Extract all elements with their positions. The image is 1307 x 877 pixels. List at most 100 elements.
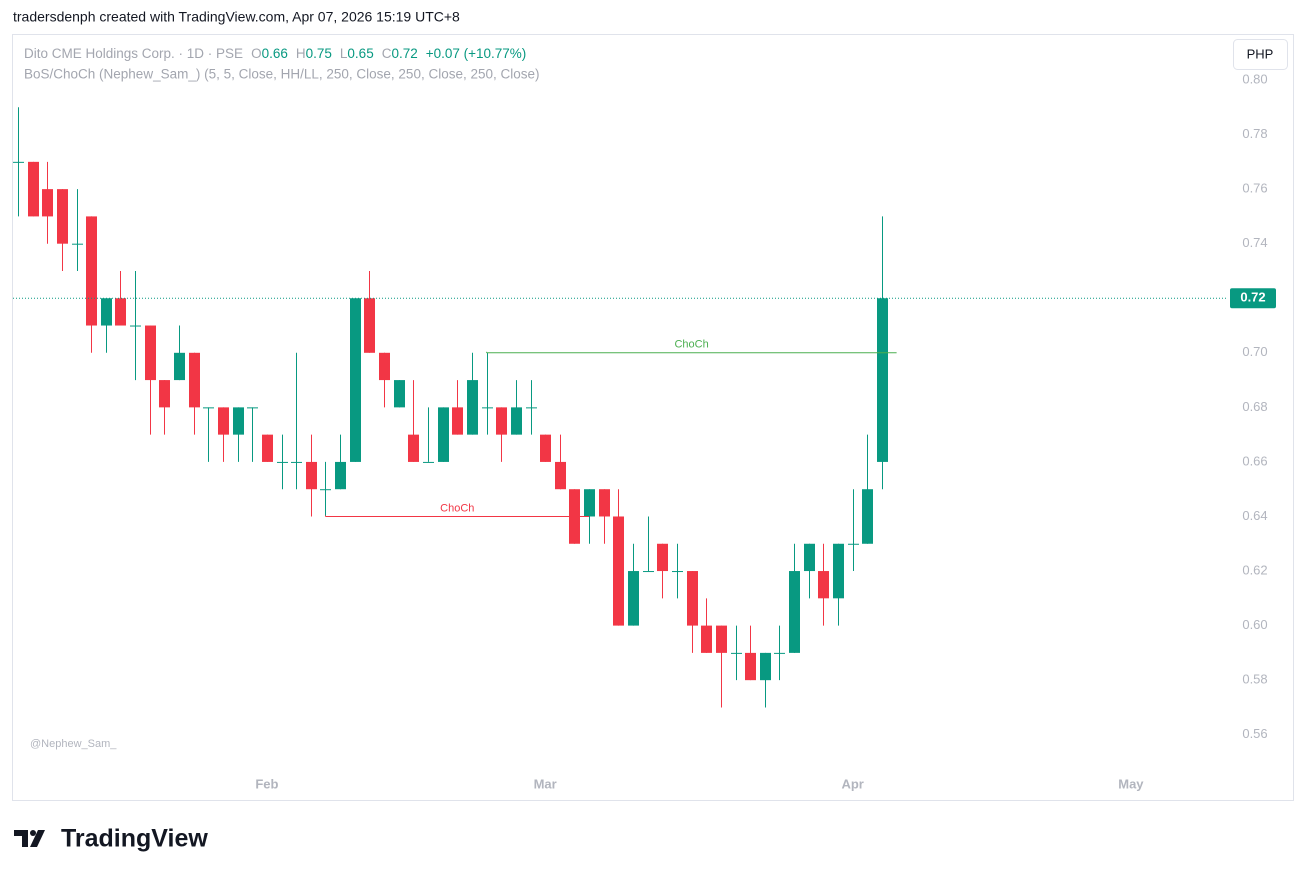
candle-body bbox=[687, 571, 698, 626]
candle-body bbox=[174, 352, 185, 381]
candle-body bbox=[672, 571, 683, 573]
watermark: @Nephew_Sam_ bbox=[30, 738, 117, 750]
candle-body bbox=[42, 189, 53, 217]
candle-body bbox=[555, 461, 566, 490]
h-value: 0.75 bbox=[306, 46, 332, 61]
y-tick-label: 0.68 bbox=[1242, 399, 1267, 414]
candle-body bbox=[789, 571, 800, 653]
candle-body bbox=[848, 543, 859, 545]
candle-body bbox=[701, 625, 712, 653]
chart-frame bbox=[12, 34, 1294, 801]
candle-body bbox=[833, 543, 844, 599]
candle-body bbox=[540, 434, 551, 462]
candle-body bbox=[774, 652, 785, 654]
choch-label: ChoCh bbox=[674, 339, 708, 351]
candle-body bbox=[745, 652, 756, 681]
legend: Dito CME Holdings Corp. · 1D · PSE O0.66 H… bbox=[24, 46, 526, 61]
candle-body bbox=[526, 407, 537, 409]
candle-body bbox=[130, 325, 141, 327]
y-tick-label: 0.58 bbox=[1242, 672, 1267, 687]
logo bbox=[14, 830, 45, 847]
candle-body bbox=[291, 461, 302, 463]
x-tick-label: Apr bbox=[841, 776, 863, 791]
candle-body bbox=[233, 407, 244, 435]
candle-body bbox=[379, 352, 390, 381]
candle-body bbox=[408, 434, 419, 462]
candle-body bbox=[364, 298, 375, 353]
h-label: H bbox=[296, 46, 306, 61]
candle-body bbox=[862, 489, 873, 544]
candle-body bbox=[13, 161, 24, 163]
candle-body bbox=[818, 571, 829, 599]
candle-body bbox=[657, 543, 668, 572]
candle-body bbox=[496, 407, 507, 435]
change: +0.07 (+10.77%) bbox=[426, 46, 527, 61]
o-value: 0.66 bbox=[262, 46, 288, 61]
y-tick-label: 0.64 bbox=[1242, 508, 1267, 523]
o-label: O bbox=[251, 46, 262, 61]
candle-body bbox=[613, 516, 624, 626]
candle-body bbox=[320, 489, 331, 491]
candle-body bbox=[731, 652, 742, 654]
candle-body bbox=[452, 407, 463, 435]
candle-body bbox=[28, 161, 39, 217]
l-label: L bbox=[340, 46, 348, 61]
c-value: 0.72 bbox=[391, 46, 417, 61]
candle-body bbox=[643, 571, 654, 573]
candle-body bbox=[57, 189, 68, 244]
candle-body bbox=[145, 325, 156, 381]
candle-body bbox=[628, 571, 639, 626]
candle-body bbox=[482, 407, 493, 409]
candle-body bbox=[467, 380, 478, 435]
candle-body bbox=[86, 216, 97, 326]
caption: tradersdenph created with TradingView.co… bbox=[13, 9, 460, 25]
candle-body bbox=[350, 298, 361, 462]
candle-body bbox=[877, 298, 888, 462]
currency-button[interactable] bbox=[1233, 39, 1288, 70]
y-tick-label: 0.56 bbox=[1242, 726, 1267, 741]
y-tick-label: 0.80 bbox=[1242, 71, 1267, 86]
c-label: C bbox=[382, 46, 392, 61]
last-price-label: 0.72 bbox=[1240, 290, 1265, 305]
candle-body bbox=[335, 461, 346, 490]
l-value: 0.65 bbox=[347, 46, 373, 61]
candle-body bbox=[101, 298, 112, 326]
y-tick-label: 0.76 bbox=[1242, 181, 1267, 196]
candle-body bbox=[277, 461, 288, 463]
y-tick-label: 0.62 bbox=[1242, 562, 1267, 577]
candle-body bbox=[72, 243, 83, 245]
y-tick-label: 0.78 bbox=[1242, 126, 1267, 141]
indicator: BoS/ChoCh (Nephew_Sam_) (5, 5, Close, HH… bbox=[24, 67, 540, 82]
brand: TradingView bbox=[61, 825, 208, 853]
symbol: Dito CME Holdings Corp. · 1D · PSE bbox=[24, 46, 243, 61]
candle-body bbox=[159, 380, 170, 408]
x-tick-label: May bbox=[1118, 776, 1144, 791]
x-tick-label: Mar bbox=[534, 776, 557, 791]
candle-body bbox=[584, 489, 595, 517]
plot: 0.56 0.58 0.60 0.62 0.64 0.66 0.68 0.70 0.72 0.74… bbox=[13, 71, 1276, 791]
candle-body bbox=[394, 380, 405, 408]
candle-body bbox=[438, 407, 449, 462]
candle-body bbox=[804, 543, 815, 572]
candle-body bbox=[189, 352, 200, 408]
candle-body bbox=[423, 461, 434, 463]
candle-body bbox=[115, 298, 126, 326]
currency: PHP bbox=[1247, 46, 1274, 61]
candle-body bbox=[511, 407, 522, 435]
y-tick-label: 0.74 bbox=[1242, 235, 1267, 250]
candle-body bbox=[760, 652, 771, 681]
y-tick-label: 0.66 bbox=[1242, 453, 1267, 468]
candle-body bbox=[716, 625, 727, 653]
candle-body bbox=[262, 434, 273, 462]
y-tick-label: 0.60 bbox=[1242, 617, 1267, 632]
candle-body bbox=[203, 407, 214, 409]
choch-label: ChoCh bbox=[440, 502, 474, 514]
y-tick-label: 0.70 bbox=[1242, 344, 1267, 359]
candle-body bbox=[247, 407, 258, 409]
last-price-box bbox=[1230, 288, 1276, 309]
candle-body bbox=[306, 461, 317, 490]
x-tick-label: Feb bbox=[255, 776, 278, 791]
candle-body bbox=[599, 489, 610, 517]
